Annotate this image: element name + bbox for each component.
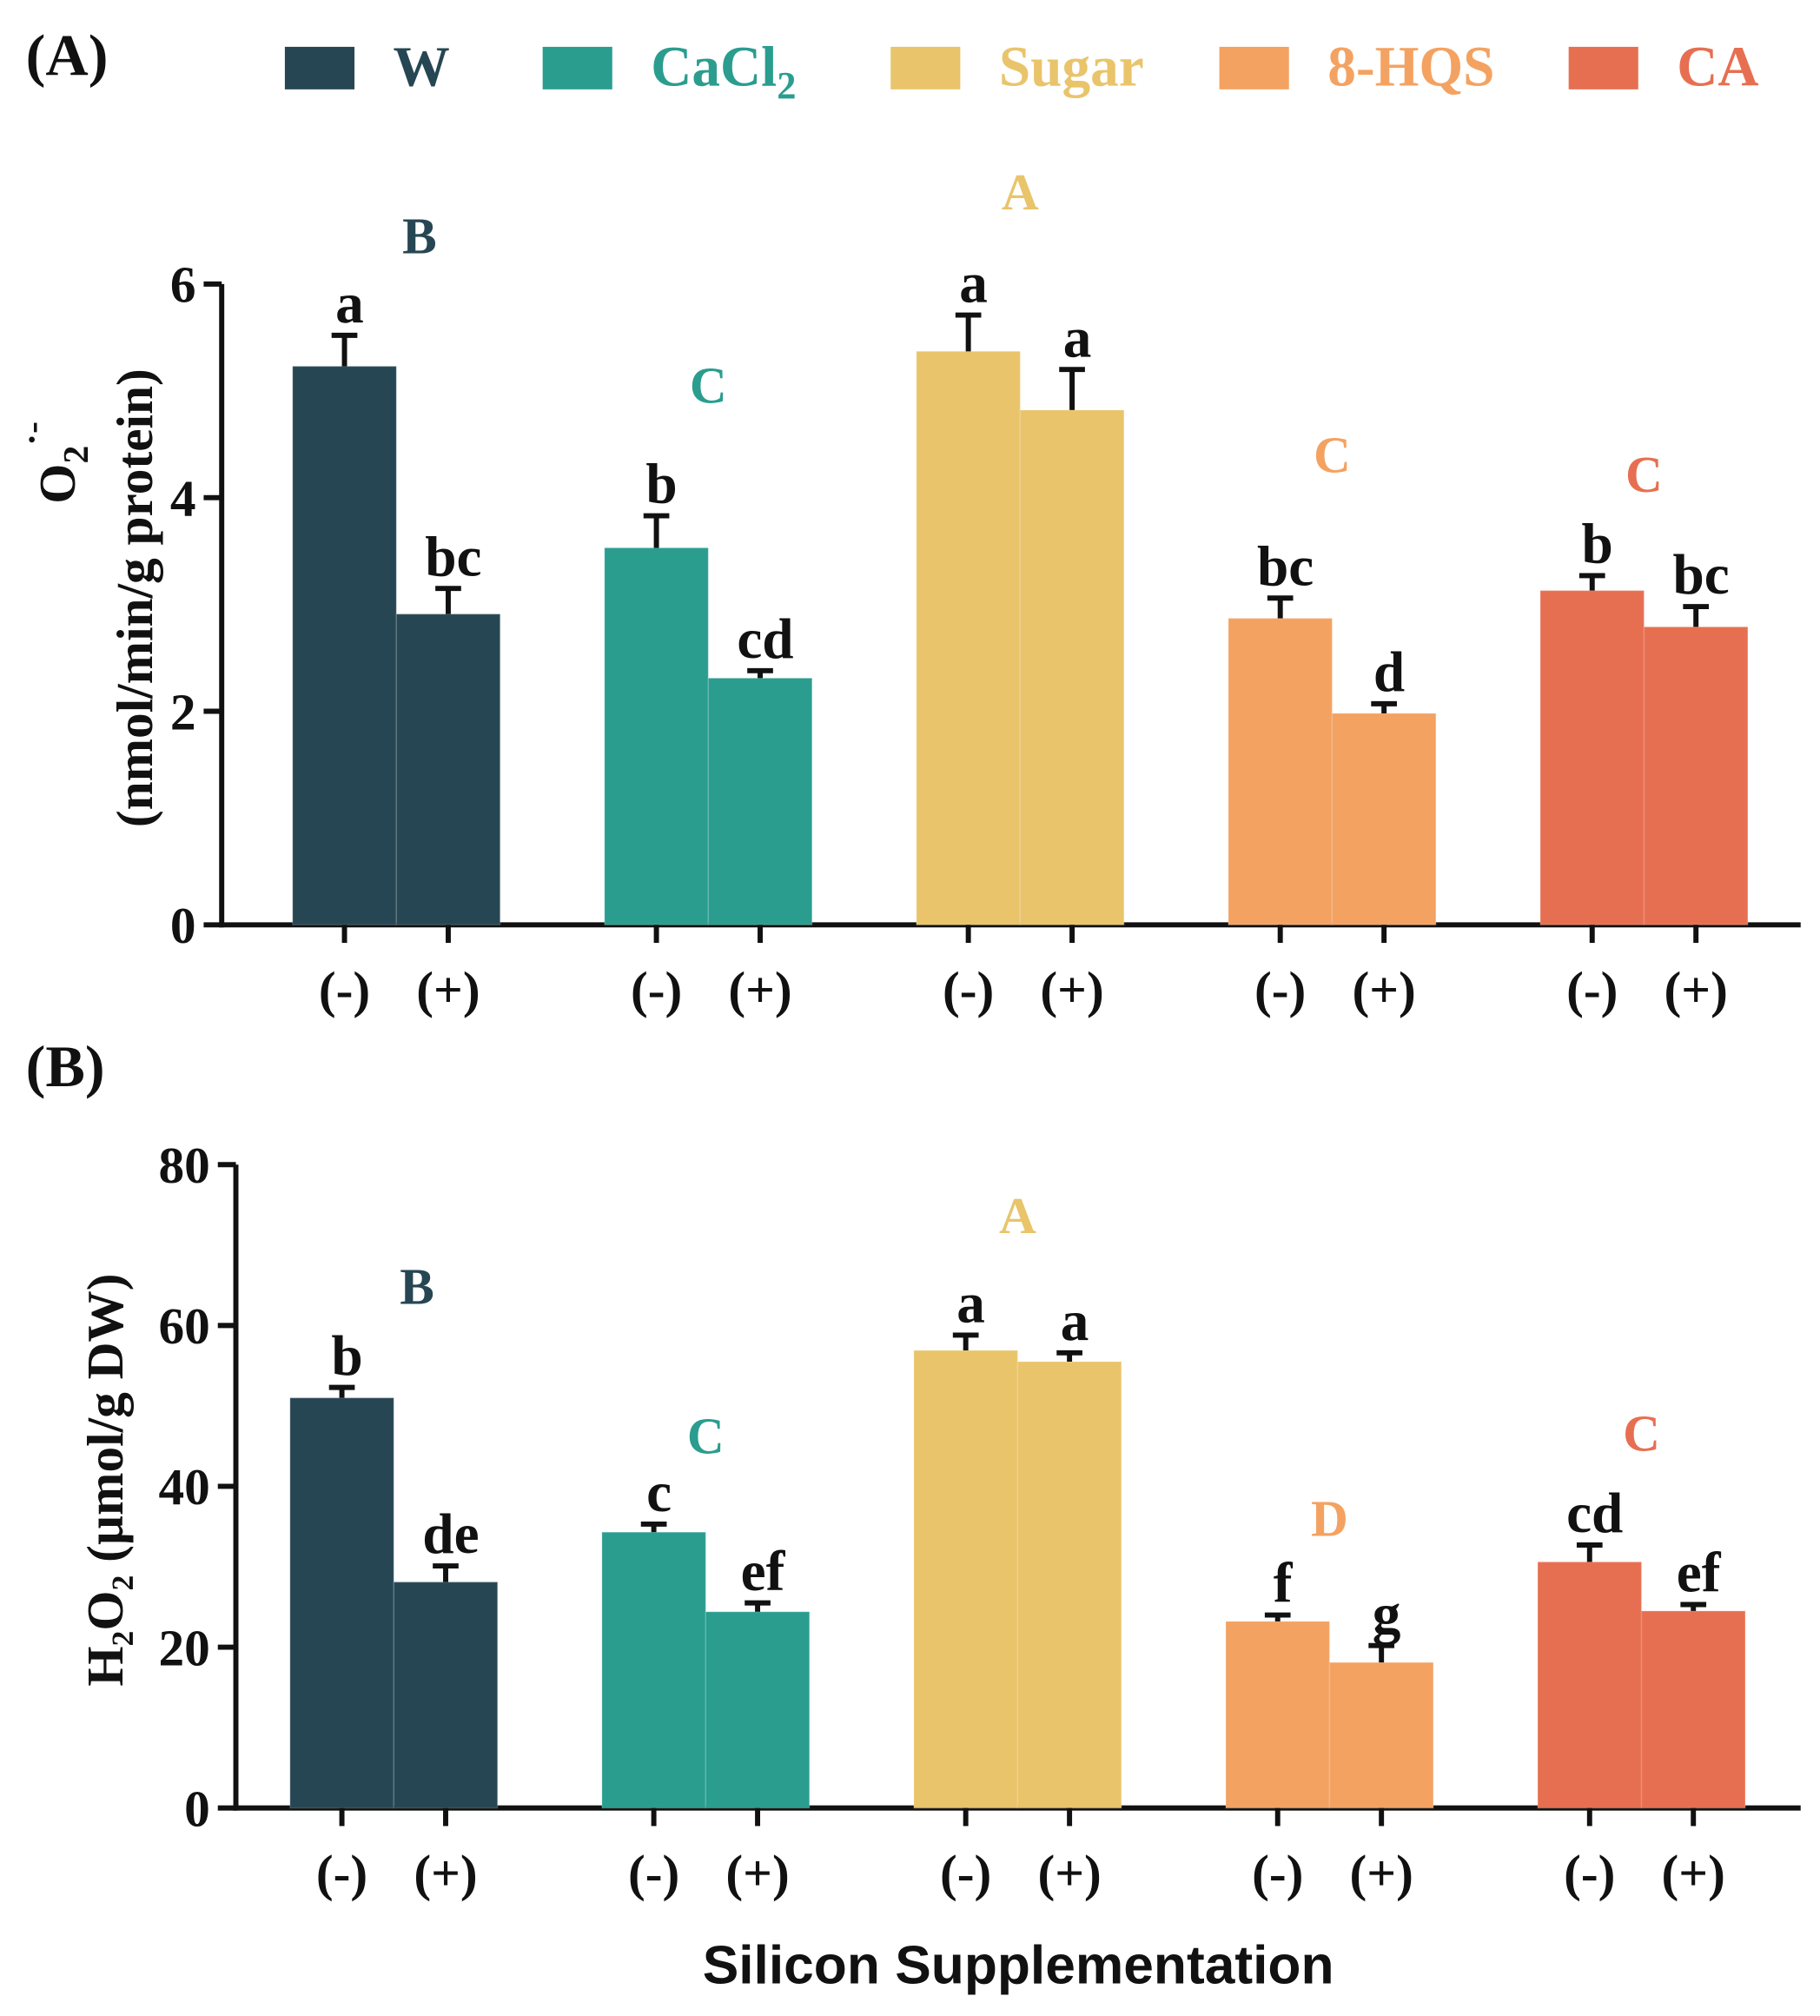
group-letter-W: B bbox=[402, 207, 437, 264]
x-tick-label: (-) bbox=[631, 961, 682, 1018]
significance-letter: cd bbox=[1566, 1482, 1623, 1545]
group-letter-8-HQS: C bbox=[1314, 427, 1351, 484]
panel-b-h2o2-chart: (B) 0 20 40 60 80 H₂O₂ (µmol/g DW) b (-) de (+) Bc (… bbox=[26, 1033, 1801, 1995]
significance-letter: a bbox=[335, 273, 364, 335]
y-tick-label: 40 bbox=[159, 1458, 210, 1515]
panel-label: (A) bbox=[26, 23, 109, 89]
x-axis-label: Silicon Supplementation bbox=[703, 1935, 1334, 1995]
group-letter-CA: C bbox=[1623, 1405, 1660, 1462]
legend-label-0: W bbox=[394, 36, 450, 98]
legend-swatch-0 bbox=[284, 46, 355, 90]
x-tick-label: (-) bbox=[319, 961, 370, 1018]
legend-label-2: Sugar bbox=[999, 36, 1144, 98]
significance-letter: bc bbox=[425, 526, 481, 588]
legend-swatch-3 bbox=[1219, 46, 1289, 90]
y-tick-label: 0 bbox=[184, 1780, 210, 1837]
bar-W-plus bbox=[393, 1581, 499, 1809]
x-tick-label: (+) bbox=[1662, 1845, 1725, 1902]
bar-8-HQS-plus bbox=[1328, 1661, 1434, 1809]
x-tick-label: (-) bbox=[1254, 961, 1306, 1018]
bar-CA-plus bbox=[1643, 626, 1749, 926]
group-letter-CA: C bbox=[1625, 446, 1663, 503]
significance-letter: a bbox=[959, 253, 988, 315]
significance-letter: ef bbox=[741, 1541, 786, 1603]
significance-letter: bc bbox=[1257, 535, 1314, 598]
y-tick-label: 80 bbox=[159, 1137, 210, 1194]
bar-Sugar-minus bbox=[913, 1350, 1019, 1809]
significance-letter: b bbox=[1582, 514, 1613, 576]
x-tick-label: (+) bbox=[1664, 961, 1728, 1018]
y-tick-label: 4 bbox=[170, 469, 196, 527]
x-tick-label: (+) bbox=[1040, 961, 1103, 1018]
legend-label-1: CaCl2 bbox=[651, 36, 796, 107]
significance-letter: a bbox=[1063, 307, 1092, 369]
y-tick-label: 6 bbox=[170, 256, 196, 314]
significance-letter: a bbox=[956, 1273, 985, 1336]
bar-CA-minus bbox=[1537, 1561, 1643, 1809]
bar-Sugar-plus bbox=[1019, 409, 1125, 926]
legend-swatch-2 bbox=[890, 46, 961, 90]
bar-8-HQS-plus bbox=[1331, 713, 1437, 926]
significance-letter: ef bbox=[1677, 1542, 1722, 1605]
x-tick-label: (-) bbox=[1566, 961, 1618, 1018]
group-letter-W: B bbox=[400, 1258, 434, 1316]
group-letter-CaCl2: C bbox=[687, 1408, 725, 1465]
y-tick-label: 60 bbox=[159, 1297, 210, 1355]
x-tick-label: (+) bbox=[1037, 1845, 1101, 1902]
bar-CaCl2-minus bbox=[604, 547, 710, 926]
legend-label-4: CA bbox=[1677, 36, 1758, 98]
group-letter-8-HQS: D bbox=[1311, 1490, 1348, 1548]
y-tick-label: 0 bbox=[170, 897, 196, 954]
panel-a-o2-chart: (A) 0 2 4 6 O2·- (nmol/min/g protein) a (-) bc (+)… bbox=[11, 23, 1801, 1018]
legend-label-3: 8-HQS bbox=[1327, 36, 1494, 98]
bar-CaCl2-plus bbox=[705, 1611, 811, 1809]
bar-CaCl2-minus bbox=[601, 1531, 707, 1809]
x-tick-label: (-) bbox=[940, 1845, 991, 1902]
legend-swatch-4 bbox=[1568, 46, 1638, 90]
x-tick-label: (+) bbox=[725, 1845, 789, 1902]
group-letter-Sugar: A bbox=[999, 1187, 1036, 1244]
x-tick-label: (+) bbox=[728, 961, 791, 1018]
legend-swatch-1 bbox=[542, 46, 612, 90]
bar-CA-minus bbox=[1539, 589, 1645, 926]
bar-Sugar-plus bbox=[1016, 1361, 1122, 1809]
bar-CaCl2-plus bbox=[707, 677, 813, 926]
group-letter-CaCl2: C bbox=[690, 356, 727, 414]
bar-8-HQS-minus bbox=[1228, 617, 1334, 926]
significance-letter: bc bbox=[1672, 544, 1729, 607]
significance-letter: c bbox=[646, 1462, 672, 1524]
significance-letter: d bbox=[1373, 641, 1405, 704]
x-tick-label: (-) bbox=[943, 961, 994, 1018]
bar-Sugar-minus bbox=[916, 350, 1022, 926]
x-tick-label: (+) bbox=[416, 961, 480, 1018]
group-letter-Sugar: A bbox=[1002, 163, 1039, 221]
x-tick-label: (-) bbox=[1252, 1845, 1303, 1902]
x-tick-label: (-) bbox=[628, 1845, 679, 1902]
y-axis-label: O2·- bbox=[11, 421, 95, 504]
y-tick-label: 20 bbox=[159, 1619, 210, 1676]
x-tick-label: (+) bbox=[1352, 961, 1415, 1018]
x-tick-label: (+) bbox=[1350, 1845, 1413, 1902]
significance-letter: b bbox=[645, 454, 677, 516]
bar-W-minus bbox=[292, 365, 397, 926]
y-tick-label: 2 bbox=[170, 683, 196, 740]
significance-letter: f bbox=[1274, 1553, 1294, 1615]
y-axis-label: H₂O₂ (µmol/g DW) bbox=[76, 1273, 134, 1686]
bar-W-minus bbox=[289, 1396, 395, 1809]
significance-letter: de bbox=[422, 1503, 479, 1566]
x-tick-label: (+) bbox=[414, 1845, 477, 1902]
bar-8-HQS-minus bbox=[1225, 1621, 1331, 1809]
y-axis-units: (nmol/min/g protein) bbox=[106, 368, 163, 827]
x-tick-label: (-) bbox=[1564, 1845, 1615, 1902]
bar-CA-plus bbox=[1640, 1610, 1746, 1809]
significance-letter: cd bbox=[737, 608, 793, 671]
bar-W-plus bbox=[395, 613, 501, 926]
significance-letter: g bbox=[1373, 1583, 1401, 1646]
significance-letter: b bbox=[331, 1325, 362, 1388]
x-tick-label: (-) bbox=[316, 1845, 367, 1902]
legend: W CaCl2 Sugar 8-HQS CA bbox=[284, 36, 1759, 107]
significance-letter: a bbox=[1061, 1290, 1089, 1353]
panel-label: (B) bbox=[26, 1033, 105, 1099]
